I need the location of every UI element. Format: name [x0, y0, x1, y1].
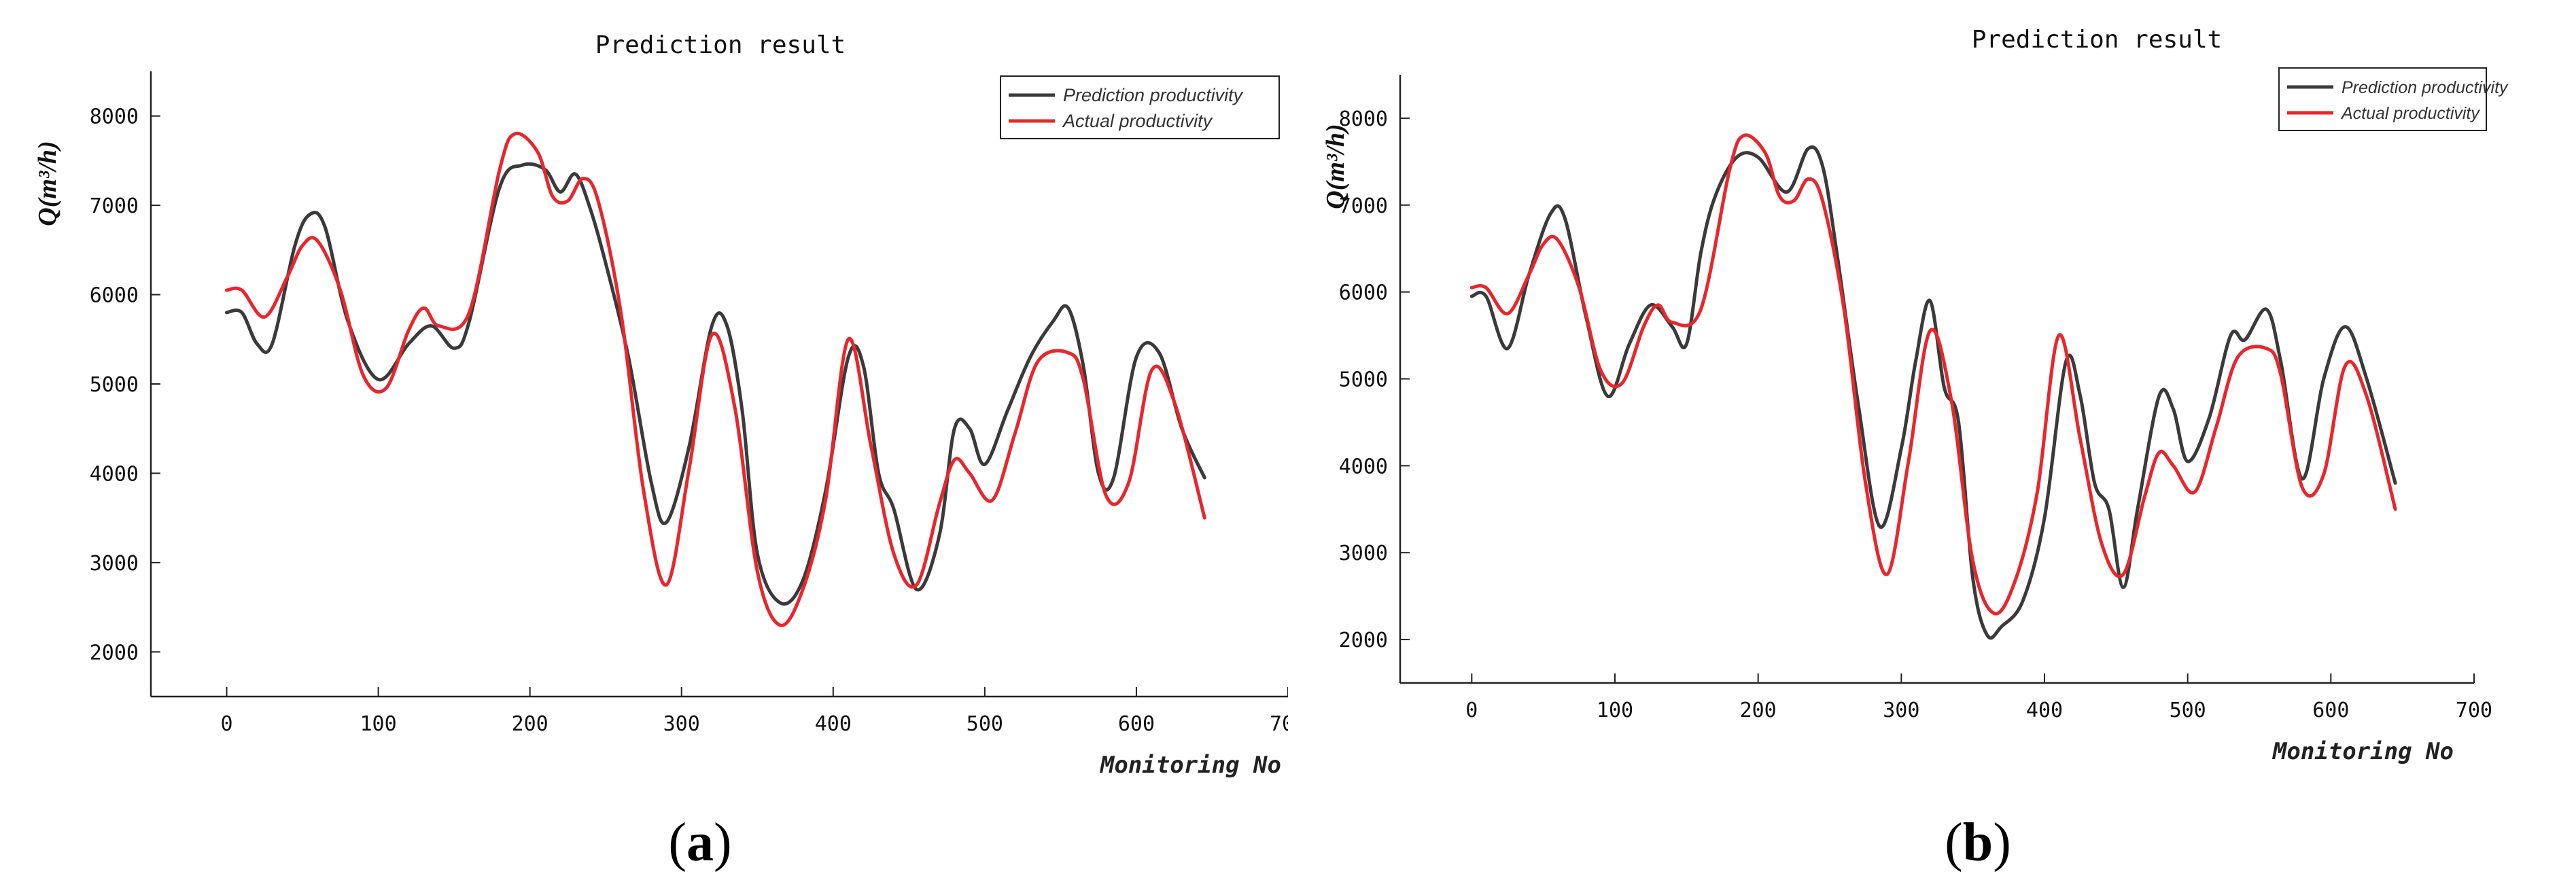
series-line-actual — [225, 131, 1206, 627]
x-tick-label: 0 — [221, 712, 233, 736]
x-tick-label: 100 — [360, 712, 397, 736]
legend-label-actual: Actual productivity — [1062, 111, 1213, 131]
x-tick-label: 200 — [1740, 699, 1777, 722]
y-tick-label: 6000 — [90, 284, 139, 308]
y-axis-label: Q(m³/h) — [33, 141, 62, 226]
legend-box — [2278, 67, 2487, 131]
y-tick-label: 8000 — [90, 105, 139, 129]
chart-panel-b: Prediction result 2000 3000 4000 5000 6000 700… — [1288, 0, 2576, 895]
chart-b: Prediction result20003000400050006000700… — [1321, 26, 2509, 765]
x-tick-label: 400 — [2026, 699, 2063, 722]
legend-label-prediction: Prediction productivity — [1063, 85, 1244, 105]
y-tick-label: 3000 — [1339, 542, 1388, 565]
x-tick-label: 0 — [1465, 699, 1478, 722]
x-tick-label: 700 — [1270, 712, 1288, 736]
series-line-prediction — [1469, 145, 2397, 640]
series-line-actual — [1469, 133, 2397, 616]
y-tick-label: 6000 — [1339, 281, 1388, 305]
y-tick-label: 4000 — [90, 462, 139, 486]
x-axis-label: Monitoring No — [1100, 752, 1281, 779]
x-tick-label: 600 — [1118, 712, 1155, 736]
series-line-prediction — [225, 162, 1206, 606]
y-tick-label: 5000 — [1339, 368, 1388, 392]
chart-title: Prediction result — [595, 31, 846, 59]
legend-box — [1000, 75, 1280, 139]
y-tick-label: 2000 — [1339, 629, 1388, 652]
chart-panel-a: Prediction result 2000 3000 4000 5000 6000 700… — [33, 31, 1288, 779]
x-tick-label: 500 — [967, 712, 1003, 736]
x-tick-label: 300 — [1883, 699, 1919, 722]
x-axis-label: Monitoring No — [2272, 738, 2454, 765]
x-tick-label: 600 — [2312, 699, 2349, 722]
y-tick-label: 8000 — [1339, 107, 1388, 131]
panel-label-a: (a) — [668, 813, 732, 873]
y-tick-label: 3000 — [90, 552, 139, 576]
panel-label-b: (b) — [1945, 813, 2011, 873]
y-tick-label: 7000 — [90, 194, 139, 218]
y-tick-label: 2000 — [90, 641, 139, 665]
chart-svg-b: Prediction result20003000400050006000700… — [1321, 26, 2509, 765]
x-tick-label: 400 — [815, 712, 852, 736]
legend: Prediction productivity Actual productivi… — [2278, 67, 2509, 131]
chart-a: Prediction result20003000400050006000700… — [33, 31, 1288, 779]
x-tick-label: 700 — [2456, 699, 2492, 722]
legend-label-prediction: Prediction productivity — [2342, 78, 2509, 97]
x-tick-label: 300 — [663, 712, 700, 736]
y-tick-label: 4000 — [1339, 455, 1388, 478]
chart-svg-a: Prediction result20003000400050006000700… — [33, 31, 1288, 779]
x-tick-label: 500 — [2170, 699, 2206, 722]
x-tick-label: 100 — [1597, 699, 1633, 722]
x-tick-label: 200 — [512, 712, 549, 736]
y-tick-label: 7000 — [1339, 194, 1388, 218]
legend: Prediction productivity Actual productivi… — [1000, 75, 1280, 139]
chart-title: Prediction result — [1972, 26, 2222, 54]
y-axis-label: Q(m³/h) — [1321, 124, 1350, 209]
legend-label-actual: Actual productivity — [2340, 104, 2480, 123]
y-tick-label: 5000 — [90, 373, 139, 397]
